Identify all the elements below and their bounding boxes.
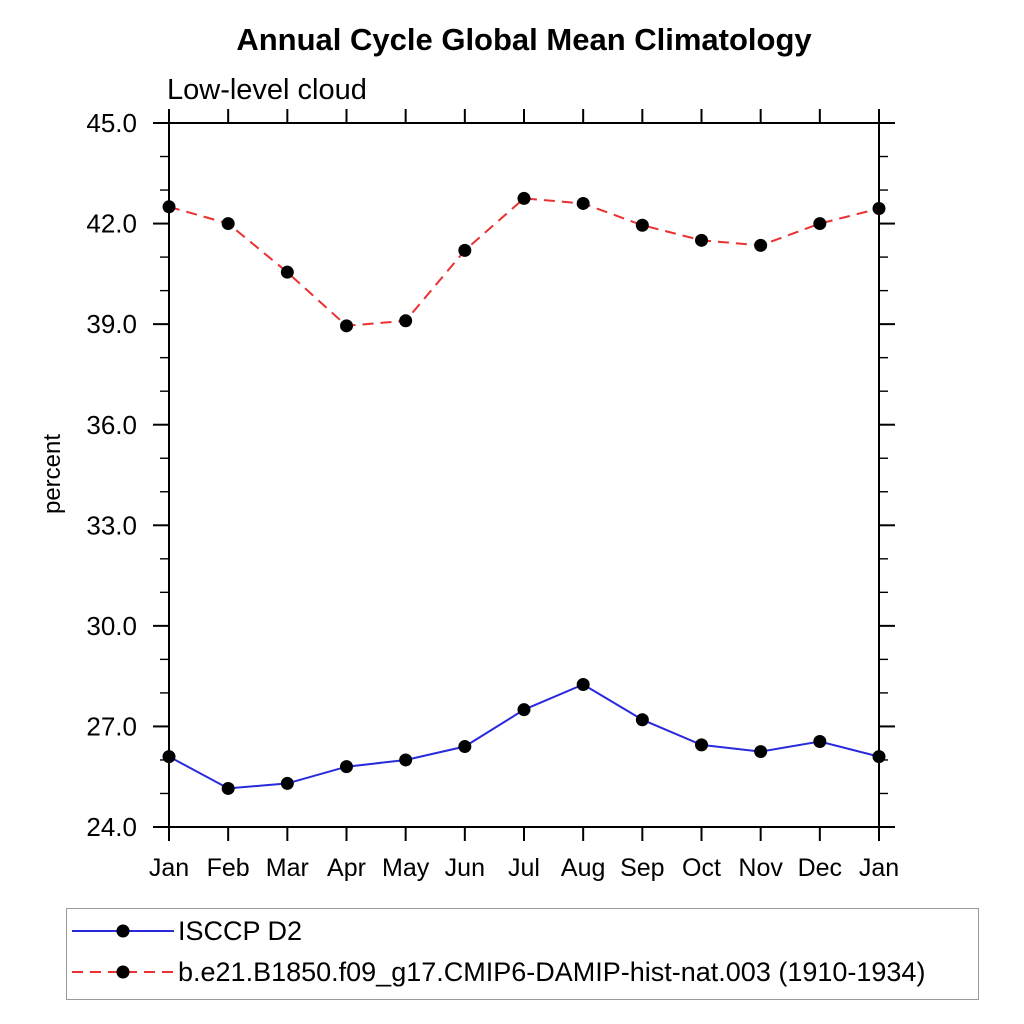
y-tick-label: 27.0: [86, 712, 137, 742]
x-tick-label: Jun: [445, 854, 485, 882]
x-tick-label: Feb: [207, 854, 250, 882]
dashed-line-marker-icon: [72, 965, 174, 979]
legend-label-isccp: ISCCP D2: [178, 916, 303, 946]
x-tick-label: Apr: [327, 854, 366, 882]
x-tick-label: Aug: [561, 854, 605, 882]
data-point-marker: [635, 218, 649, 232]
data-point-marker: [695, 738, 708, 752]
data-point-marker: [162, 750, 176, 764]
x-tick-label: Sep: [620, 854, 664, 882]
data-point-marker: [280, 776, 294, 790]
data-point-marker: [221, 781, 235, 795]
chart-subtitle: Low-level cloud: [167, 74, 367, 106]
x-tick-label: Oct: [682, 854, 721, 882]
data-point-marker: [340, 760, 353, 774]
data-point-marker: [872, 201, 886, 215]
x-tick-label: May: [382, 854, 430, 882]
x-tick-label: Jan: [859, 854, 899, 882]
y-tick-label: 45.0: [86, 108, 137, 138]
y-tick-label: 33.0: [86, 510, 137, 540]
data-point-marker: [458, 243, 472, 257]
x-tick-label: Jul: [508, 854, 540, 882]
data-point-marker: [340, 319, 353, 333]
data-point-marker: [754, 745, 768, 759]
data-point-marker: [635, 713, 649, 727]
y-tick-label: 42.0: [86, 209, 137, 239]
data-point-marker: [813, 735, 827, 749]
legend-label-model: b.e21.B1850.f09_g17.CMIP6-DAMIP-hist-nat…: [178, 957, 926, 987]
legend-box: ISCCP D2 b.e21.B1850.f09_g17.CMIP6-DAMIP…: [66, 908, 979, 1000]
data-point-marker: [458, 740, 472, 754]
legend-item-model: b.e21.B1850.f09_g17.CMIP6-DAMIP-hist-nat…: [71, 957, 925, 987]
x-tick-label: Jan: [149, 854, 189, 882]
y-tick-label: 30.0: [86, 611, 137, 641]
data-point-marker: [872, 750, 886, 764]
x-tick-label: Mar: [266, 854, 309, 882]
data-point-marker: [576, 196, 590, 210]
data-point-marker: [576, 678, 590, 692]
y-tick-label: 36.0: [86, 410, 137, 440]
chart-title: Annual Cycle Global Mean Climatology: [236, 22, 812, 57]
legend-item-isccp: ISCCP D2: [71, 916, 302, 946]
x-tick-label: Nov: [738, 854, 783, 882]
data-point-marker: [399, 314, 413, 328]
data-point-marker: [280, 265, 294, 279]
data-point-marker: [517, 703, 531, 717]
data-point-marker: [399, 753, 413, 767]
data-point-marker: [221, 217, 235, 231]
series-line-1: [168, 197, 880, 327]
data-point-marker: [754, 238, 768, 252]
solid-line-marker-icon: [72, 924, 174, 938]
data-point-marker: [162, 200, 176, 214]
data-point-marker: [695, 233, 708, 247]
x-tick-label: Dec: [798, 854, 842, 882]
series-line-0: [168, 683, 880, 790]
data-point-marker: [517, 191, 531, 205]
y-tick-label: 39.0: [86, 309, 137, 339]
data-point-marker: [813, 217, 827, 231]
y-tick-label: 24.0: [86, 812, 137, 842]
